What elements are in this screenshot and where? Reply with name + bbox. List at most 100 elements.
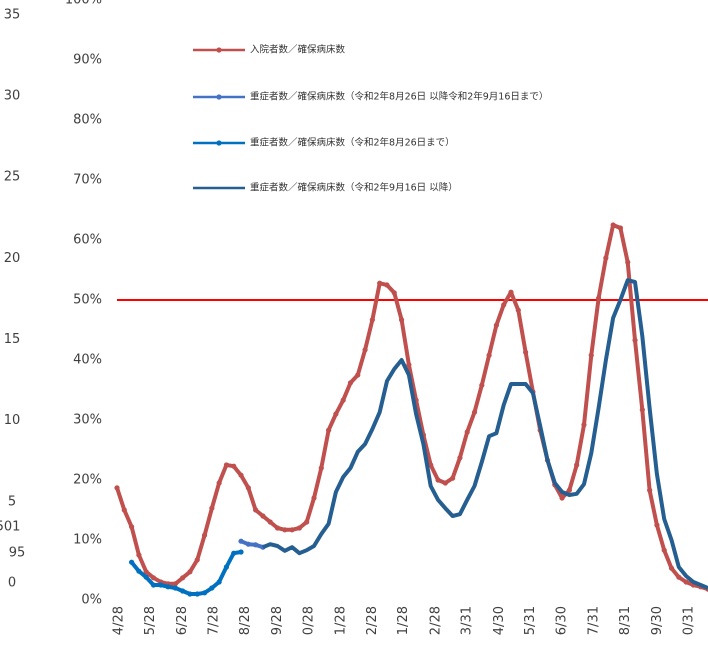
- series-marker: [654, 522, 660, 528]
- series-marker: [501, 302, 507, 308]
- series-marker: [187, 591, 193, 597]
- series-marker: [318, 465, 324, 471]
- series-marker: [245, 485, 251, 491]
- x-tick-label: 6/28: [175, 606, 190, 635]
- series-marker: [588, 352, 594, 358]
- series-marker: [362, 347, 368, 353]
- x-tick-label: 4/30: [492, 606, 507, 635]
- y2-tick-label: 25: [4, 170, 21, 185]
- series-marker: [384, 282, 390, 288]
- x-tick-label: 1/28: [396, 606, 411, 635]
- x-tick-label: 2/28: [428, 606, 443, 635]
- series-marker: [486, 352, 492, 358]
- series-marker: [253, 507, 259, 513]
- series-marker: [201, 532, 208, 538]
- series-marker: [158, 582, 164, 588]
- series-marker: [391, 290, 397, 296]
- series-marker: [377, 280, 383, 286]
- series-marker: [136, 552, 142, 558]
- series-marker: [632, 337, 638, 343]
- series-marker: [180, 575, 186, 581]
- series-marker: [128, 559, 135, 565]
- series-marker: [471, 409, 478, 415]
- series-marker: [289, 527, 295, 533]
- series-marker: [457, 455, 463, 461]
- x-tick-label: 1/28: [333, 606, 348, 635]
- y-tick-label: 40%: [73, 353, 102, 368]
- series-marker: [245, 541, 251, 547]
- series-marker: [282, 527, 288, 533]
- y-tick-label: 50%: [73, 293, 102, 308]
- series-marker: [668, 565, 675, 571]
- series-marker: [296, 525, 303, 531]
- series-marker: [603, 255, 609, 261]
- x-tick-label: 7/31: [587, 606, 602, 635]
- series-marker: [201, 590, 208, 596]
- series-line: [130, 550, 242, 596]
- y-tick-label: 60%: [73, 233, 102, 248]
- legend-marker: [216, 94, 222, 100]
- series-marker: [267, 519, 273, 525]
- series-marker: [143, 574, 149, 580]
- legend-marker: [216, 47, 222, 53]
- y2-tick-label: 15: [4, 332, 21, 347]
- series-line: [115, 223, 708, 592]
- series-marker: [610, 222, 616, 228]
- series-marker: [311, 495, 317, 501]
- series-marker: [398, 317, 405, 323]
- series-line: [262, 278, 708, 590]
- series-marker: [172, 585, 178, 591]
- legend-label: 重症者数／確保病床数（令和2年9月16日 以降）: [250, 182, 458, 194]
- series-marker: [231, 463, 237, 469]
- series-marker: [187, 569, 193, 575]
- series-marker: [165, 584, 171, 590]
- series-marker: [216, 480, 222, 486]
- series-marker: [595, 295, 602, 301]
- x-tick-label: 4/28: [112, 606, 127, 635]
- series-marker: [325, 427, 332, 433]
- series-marker: [559, 495, 565, 501]
- series-marker: [209, 505, 215, 511]
- y2-tick-label: 0: [8, 576, 16, 591]
- series-marker: [428, 462, 434, 468]
- x-tick-label: 0/31: [682, 606, 697, 635]
- series-marker: [406, 362, 412, 368]
- legend-label: 重症者数／確保病床数（令和2年8月26日 以降令和2年9月16日まで）: [250, 91, 548, 103]
- y2-tick-label: 10: [4, 413, 21, 428]
- x-tick-label: 0/28: [301, 606, 316, 635]
- series-marker: [347, 380, 354, 386]
- y-tick-label: 10%: [73, 533, 102, 548]
- series-marker: [231, 550, 237, 556]
- series-marker: [515, 307, 521, 313]
- series-marker: [238, 472, 244, 478]
- y-tick-label: 90%: [73, 53, 102, 68]
- y2-tick-label: 30: [4, 89, 21, 104]
- series-marker: [493, 322, 500, 328]
- series-marker: [253, 542, 259, 548]
- series-marker: [522, 349, 529, 355]
- y-tick-label: 100%: [65, 0, 102, 8]
- legend-label: 入院者数／確保病床数: [250, 44, 346, 56]
- series-marker: [464, 429, 470, 435]
- series-marker: [128, 524, 135, 530]
- series-marker: [180, 588, 186, 594]
- series-line: [240, 539, 264, 550]
- legend-label: 重症者数／確保病床数（令和2年8月26日まで）: [250, 137, 455, 149]
- series-marker: [274, 525, 281, 531]
- y-tick-label: 30%: [73, 413, 102, 428]
- series-marker: [304, 519, 310, 525]
- x-tick-label: 6/30: [555, 606, 570, 635]
- x-tick-label: 7/28: [207, 606, 222, 635]
- series-marker: [340, 397, 346, 403]
- series-marker: [194, 591, 200, 597]
- series-marker: [369, 317, 375, 323]
- y2-tick-label: 5: [8, 494, 16, 509]
- series-marker: [661, 547, 667, 553]
- y-tick-label: 20%: [73, 473, 102, 488]
- series-marker: [238, 549, 244, 555]
- series-marker: [355, 372, 361, 378]
- y-tick-label: 80%: [73, 113, 102, 128]
- series-marker: [260, 513, 266, 519]
- series-marker: [150, 575, 157, 581]
